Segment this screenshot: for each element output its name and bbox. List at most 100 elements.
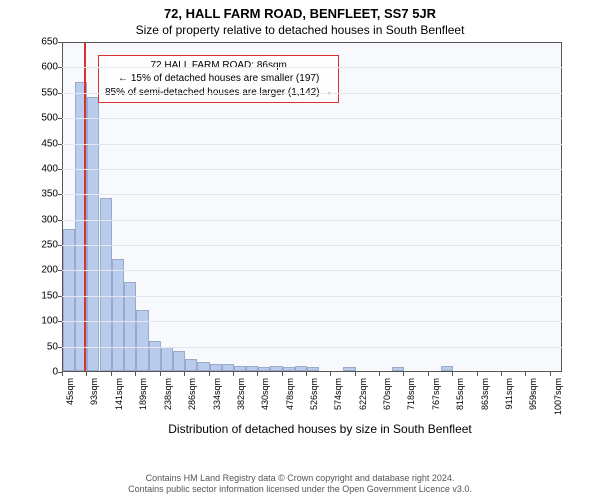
gridline <box>62 296 562 297</box>
histogram-bar <box>173 351 185 371</box>
xtick-label: 622sqm <box>358 378 368 410</box>
ytick-label: 250 <box>18 240 58 251</box>
histogram-bar <box>258 367 270 371</box>
xtick-label: 478sqm <box>285 378 295 410</box>
gridline <box>62 93 562 94</box>
ytick-mark <box>58 321 62 322</box>
histogram-bar <box>185 359 197 371</box>
xtick-mark <box>160 372 161 376</box>
ytick-mark <box>58 194 62 195</box>
ytick-mark <box>58 347 62 348</box>
histogram-bar <box>197 362 209 371</box>
xtick-mark <box>62 372 63 376</box>
xtick-label: 238sqm <box>163 378 173 410</box>
xtick-label: 382sqm <box>236 378 246 410</box>
gridline <box>62 321 562 322</box>
xtick-mark <box>550 372 551 376</box>
xtick-mark <box>525 372 526 376</box>
histogram-bar <box>234 366 246 371</box>
ytick-label: 150 <box>18 290 58 301</box>
ytick-mark <box>58 93 62 94</box>
annotation-line: 72 HALL FARM ROAD: 86sqm <box>105 59 332 73</box>
ytick-label: 200 <box>18 265 58 276</box>
ytick-label: 350 <box>18 189 58 200</box>
histogram-bar <box>149 341 161 371</box>
gridline <box>62 220 562 221</box>
xtick-mark <box>257 372 258 376</box>
histogram-bar <box>112 259 124 371</box>
xtick-label: 574sqm <box>333 378 343 410</box>
histogram-bar <box>283 367 295 371</box>
xtick-mark <box>428 372 429 376</box>
xtick-label: 718sqm <box>406 378 416 410</box>
ytick-mark <box>58 144 62 145</box>
annotation-box: 72 HALL FARM ROAD: 86sqm← 15% of detache… <box>98 55 339 104</box>
xtick-label: 815sqm <box>455 378 465 410</box>
histogram-bar <box>222 364 234 371</box>
ytick-mark <box>58 67 62 68</box>
xtick-label: 670sqm <box>382 378 392 410</box>
ytick-label: 0 <box>18 367 58 378</box>
xtick-mark <box>403 372 404 376</box>
xtick-label: 45sqm <box>65 378 75 405</box>
gridline <box>62 270 562 271</box>
ytick-label: 450 <box>18 138 58 149</box>
ytick-label: 500 <box>18 113 58 124</box>
attribution-line-2: Contains public sector information licen… <box>0 484 600 496</box>
ytick-mark <box>58 220 62 221</box>
xtick-mark <box>282 372 283 376</box>
xtick-mark <box>135 372 136 376</box>
annotation-line: ← 15% of detached houses are smaller (19… <box>105 72 332 86</box>
histogram-bar <box>161 347 173 371</box>
xtick-mark <box>330 372 331 376</box>
histogram-bar <box>307 367 319 371</box>
xtick-label: 93sqm <box>89 378 99 405</box>
chart-area: Number of detached properties 72 HALL FA… <box>0 42 600 422</box>
gridline <box>62 118 562 119</box>
xtick-label: 911sqm <box>504 378 514 409</box>
xtick-mark <box>355 372 356 376</box>
ytick-label: 100 <box>18 316 58 327</box>
gridline <box>62 67 562 68</box>
xtick-label: 430sqm <box>260 378 270 410</box>
ytick-label: 400 <box>18 163 58 174</box>
plot-region: 72 HALL FARM ROAD: 86sqm← 15% of detache… <box>62 42 562 372</box>
histogram-bar <box>210 364 222 371</box>
xtick-label: 286sqm <box>187 378 197 410</box>
histogram-bar <box>270 366 282 371</box>
gridline <box>62 169 562 170</box>
histogram-bar <box>343 367 355 371</box>
xtick-label: 1007sqm <box>553 378 563 415</box>
xtick-mark <box>452 372 453 376</box>
xtick-mark <box>501 372 502 376</box>
gridline <box>62 347 562 348</box>
histogram-bar <box>63 229 75 371</box>
gridline <box>62 144 562 145</box>
xtick-label: 334sqm <box>212 378 222 410</box>
ytick-mark <box>58 296 62 297</box>
attribution-line-1: Contains HM Land Registry data © Crown c… <box>0 473 600 485</box>
ytick-mark <box>58 270 62 271</box>
xtick-label: 526sqm <box>309 378 319 410</box>
ytick-mark <box>58 42 62 43</box>
xtick-mark <box>379 372 380 376</box>
page-title: 72, HALL FARM ROAD, BENFLEET, SS7 5JR <box>0 0 600 21</box>
xtick-label: 767sqm <box>431 378 441 410</box>
xtick-mark <box>111 372 112 376</box>
histogram-bar <box>87 97 99 371</box>
attribution-text: Contains HM Land Registry data © Crown c… <box>0 473 600 496</box>
ytick-mark <box>58 169 62 170</box>
xtick-mark <box>86 372 87 376</box>
xtick-label: 141sqm <box>114 378 124 410</box>
gridline <box>62 194 562 195</box>
xtick-mark <box>477 372 478 376</box>
xtick-mark <box>209 372 210 376</box>
x-axis-label: Distribution of detached houses by size … <box>20 422 600 436</box>
chart-subtitle: Size of property relative to detached ho… <box>0 21 600 37</box>
xtick-label: 959sqm <box>528 378 538 410</box>
xtick-label: 863sqm <box>480 378 490 410</box>
xtick-label: 189sqm <box>138 378 148 410</box>
xtick-mark <box>184 372 185 376</box>
ytick-mark <box>58 245 62 246</box>
gridline <box>62 245 562 246</box>
